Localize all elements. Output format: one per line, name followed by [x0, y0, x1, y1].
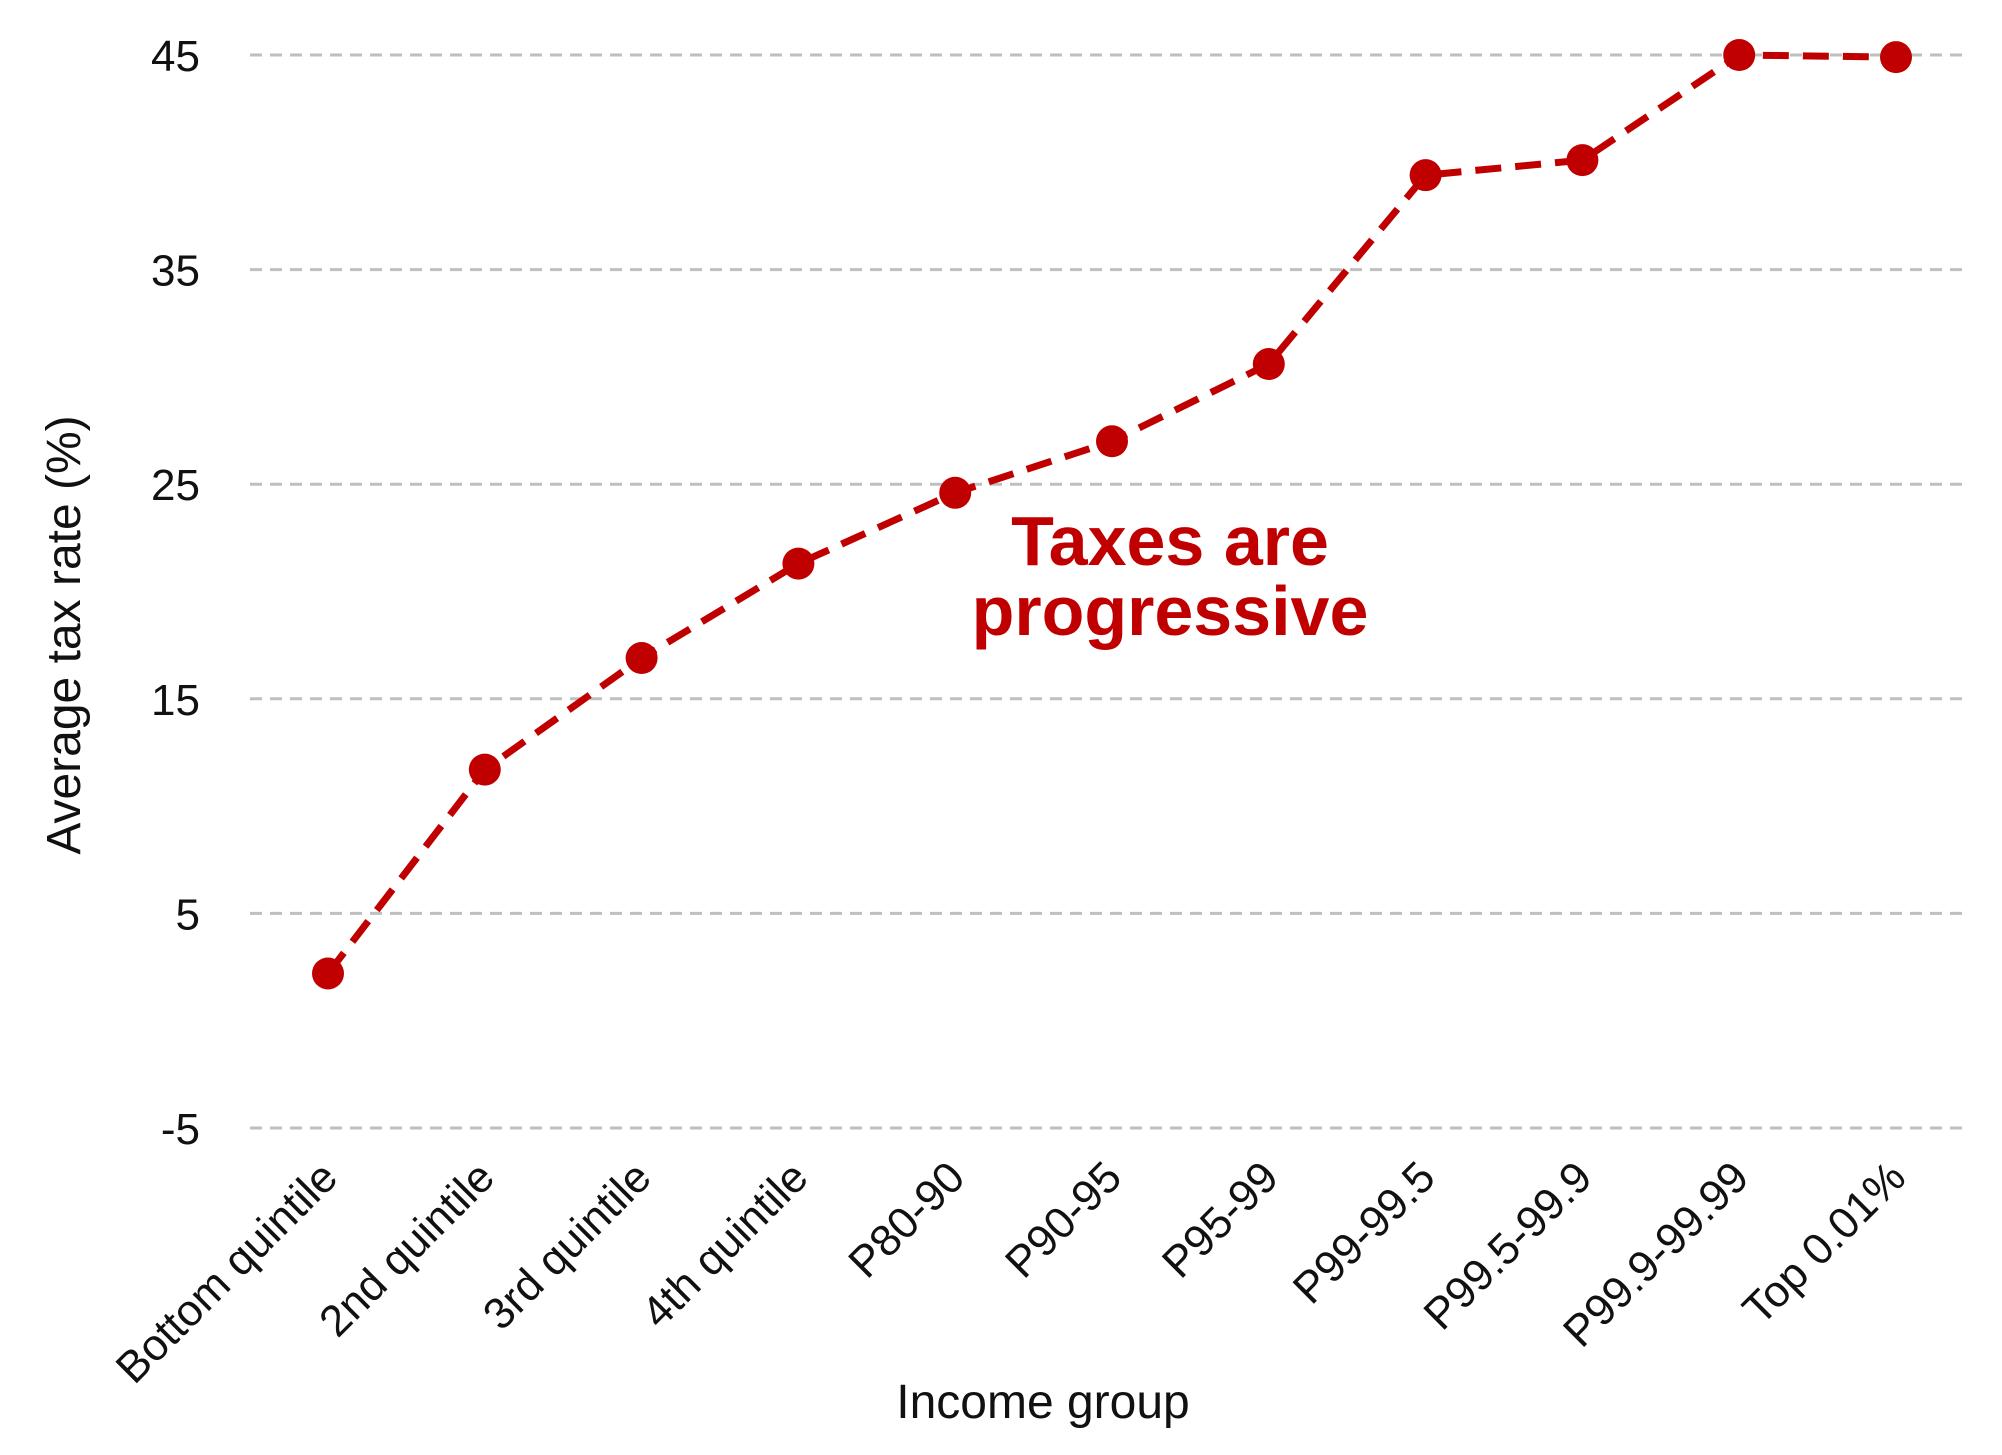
data-point: [1096, 425, 1128, 458]
series-layer: [312, 39, 1912, 990]
y-axis-title: Average tax rate (%): [38, 415, 91, 854]
x-tick-label: Bottom quintile: [107, 1152, 347, 1392]
x-tick-label: 3rd quintile: [474, 1152, 661, 1339]
x-tick-label: 4th quintile: [632, 1152, 817, 1337]
y-tick-labels: -5 5 15 25 35 45: [151, 32, 200, 1154]
data-point: [1723, 39, 1756, 71]
x-tick-label: P99-99.5: [1284, 1152, 1445, 1313]
x-tick-label: Top 0.01%: [1733, 1152, 1915, 1334]
grid-lines: [250, 53, 1962, 1130]
y-tick-label: 5: [176, 890, 200, 939]
data-point: [625, 642, 658, 675]
data-point: [1252, 348, 1285, 381]
y-tick-label: 25: [151, 461, 200, 510]
y-tick-label: 35: [151, 247, 200, 296]
x-tick-label: P95-99: [1153, 1152, 1288, 1287]
x-tick-label: P80-90: [839, 1152, 974, 1287]
y-tick-label: 15: [151, 676, 200, 725]
data-point: [1880, 41, 1912, 74]
x-axis-title: Income group: [896, 1376, 1190, 1429]
y-tick-label: 45: [151, 32, 200, 81]
data-point: [1566, 144, 1599, 177]
data-point: [939, 476, 972, 509]
annotation-text: Taxes are: [1011, 502, 1329, 580]
data-point: [468, 753, 501, 786]
x-tick-label: P90-95: [996, 1152, 1131, 1287]
data-point: [1409, 159, 1442, 192]
data-point: [312, 957, 344, 990]
y-tick-label: -5: [161, 1105, 200, 1154]
annotation-text: progressive: [972, 572, 1369, 650]
data-point: [782, 547, 815, 580]
